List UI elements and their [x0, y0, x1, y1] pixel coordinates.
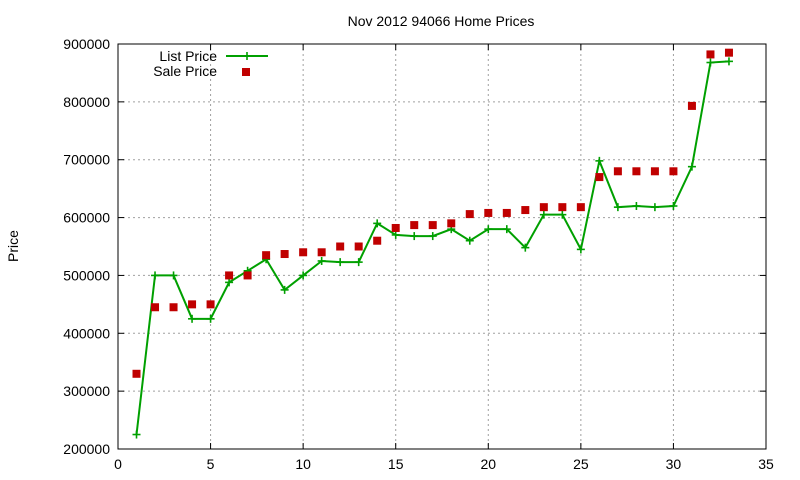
sale-price-point: [151, 303, 160, 312]
sale-price-point: [225, 271, 234, 280]
x-tick-label: 25: [573, 456, 589, 472]
chart-title: Nov 2012 94066 Home Prices: [348, 13, 535, 29]
list-price-point: [521, 243, 530, 252]
list-price-point: [576, 245, 585, 254]
list-price-point: [613, 203, 622, 212]
sale-price-point: [465, 210, 474, 219]
list-price-point: [650, 203, 659, 212]
legend-marker-sale-price: [242, 68, 250, 76]
y-tick-label: 800000: [63, 94, 110, 110]
list-price-point: [687, 162, 696, 171]
list-price-point: [724, 57, 733, 66]
legend-label-sale-price: Sale Price: [153, 63, 217, 79]
sale-price-point: [576, 203, 585, 212]
list-price-point: [373, 219, 382, 228]
y-tick-label: 900000: [63, 36, 110, 52]
list-price-point: [632, 202, 641, 210]
x-tick-label: 0: [114, 456, 122, 472]
sale-price-point: [502, 208, 511, 217]
list-price-point: [595, 156, 604, 165]
sale-price-point: [558, 203, 567, 212]
list-price-point: [706, 58, 715, 67]
sale-price-point: [595, 173, 604, 182]
y-tick-label: 300000: [63, 383, 110, 399]
list-price-point: [225, 278, 234, 287]
sale-price-point: [428, 221, 437, 230]
series-layer: [132, 48, 733, 439]
sale-price-point: [687, 101, 696, 110]
grid: [118, 44, 766, 449]
sale-price-point: [632, 167, 641, 176]
sale-price-point: [650, 167, 659, 176]
list-price-point: [280, 285, 289, 294]
sale-price-point: [262, 251, 271, 260]
list-price-point: [465, 236, 474, 245]
list-price-point: [354, 258, 363, 267]
x-tick-label: 35: [758, 456, 774, 472]
y-tick-label: 500000: [63, 267, 110, 283]
list-price-point: [502, 225, 511, 234]
list-price-point: [484, 225, 493, 234]
y-tick-label: 600000: [63, 210, 110, 226]
sale-price-point: [132, 369, 141, 378]
sale-price-point: [484, 208, 493, 217]
legend-label-list-price: List Price: [159, 48, 217, 64]
list-price-point: [169, 271, 178, 280]
list-price-point: [299, 271, 308, 280]
sale-price-point: [391, 223, 400, 232]
y-tick-label: 200000: [63, 441, 110, 457]
sale-price-point: [521, 206, 530, 215]
list-price-line: [135, 60, 730, 435]
x-tick-label: 30: [666, 456, 682, 472]
sale-price-point: [336, 242, 345, 251]
list-price-point: [539, 210, 548, 219]
list-price-point: [410, 232, 419, 241]
x-tick-label: 5: [207, 456, 215, 472]
x-tick-label: 10: [295, 456, 311, 472]
sale-price-point: [354, 242, 363, 251]
sale-price-point: [243, 271, 252, 280]
x-tick-label: 15: [388, 456, 404, 472]
sale-price-point: [410, 221, 419, 230]
list-price-point: [151, 271, 160, 280]
list-price-point: [391, 230, 400, 239]
list-price-point: [206, 314, 215, 323]
list-price-point: [428, 232, 437, 241]
sale-price-point: [447, 219, 456, 228]
sale-price-point: [669, 167, 678, 176]
list-price-point: [317, 256, 326, 265]
sale-price-point: [373, 236, 382, 245]
sale-price-point: [317, 248, 326, 257]
sale-price-point: [613, 167, 622, 176]
sale-price-point: [206, 300, 215, 309]
sale-price-point: [724, 48, 733, 57]
list-price-point: [336, 258, 345, 267]
sale-price-point: [188, 300, 197, 309]
sale-price-point: [539, 203, 548, 212]
sale-price-point: [280, 250, 289, 259]
y-tick-label: 700000: [63, 152, 110, 168]
y-tick-label: 400000: [63, 325, 110, 341]
x-tick-label: 20: [480, 456, 496, 472]
legend-marker-list-price: [243, 52, 251, 60]
list-price-point: [669, 202, 678, 210]
sale-price-point: [706, 50, 715, 59]
sale-price-point: [169, 303, 178, 312]
plot-frame: [117, 43, 767, 450]
list-price-point: [132, 430, 141, 439]
list-price-point: [558, 210, 567, 219]
y-axis-label: Price: [5, 230, 21, 262]
list-price-point: [188, 314, 197, 323]
sale-price-point: [299, 248, 308, 257]
axes: 200000 300000 400000 500000 600000 700000 8000…: [63, 36, 774, 472]
